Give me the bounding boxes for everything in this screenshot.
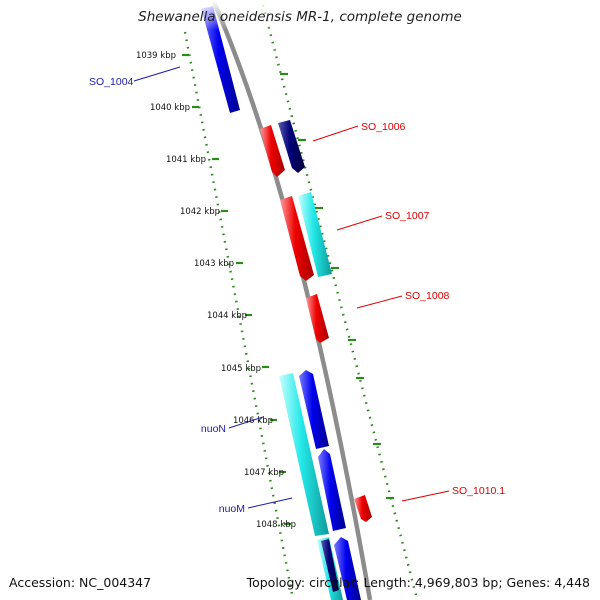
gene-label-nuoN[interactable]: nuoN	[201, 423, 226, 435]
gene-nuoM-lower-arrow[interactable]	[318, 449, 346, 531]
gene-label-so1007[interactable]: SO_1007	[385, 210, 430, 222]
length-value: 4,969,803 bp	[414, 575, 499, 590]
scale-label: 1041 kbp	[166, 155, 206, 165]
gene-so1007b-arrow[interactable]	[298, 192, 332, 277]
scale-label: 1040 kbp	[150, 103, 190, 113]
genes-value: 4,448	[554, 575, 590, 590]
gene-label-so1006[interactable]: SO_1006	[361, 121, 406, 133]
separator: ;	[355, 575, 364, 590]
scale-label: 1044 kbp	[207, 311, 247, 321]
callout-line-so1004	[133, 66, 181, 82]
left-tick-ruler	[182, 31, 294, 595]
gene-callout-lines	[133, 66, 450, 509]
scale-label: 1047 kbp	[244, 468, 284, 478]
gene-labels: SO_1004 SO_1006 SO_1007 SO_1008 nuoN nuo…	[89, 76, 505, 515]
scale-label: 1043 kbp	[194, 259, 234, 269]
scale-label: 1039 kbp	[136, 51, 176, 61]
gene-nuoN-arrow[interactable]	[279, 373, 329, 536]
accession-label: Accession:	[9, 575, 76, 590]
topology-value: circular	[309, 575, 356, 590]
gene-label-nuoM[interactable]: nuoM	[219, 503, 245, 515]
accession-info: Accession: NC_004347	[9, 575, 151, 590]
callout-line-so1006	[312, 125, 359, 142]
scale-label: 1046 kbp	[233, 416, 273, 426]
genome-stats: Topology: circular; Length: 4,969,803 bp…	[247, 575, 590, 590]
gene-bottom-navy-arrow[interactable]	[321, 539, 339, 592]
separator: ;	[498, 575, 507, 590]
topology-label: Topology:	[246, 575, 306, 590]
gene-label-so1010[interactable]: SO_1010.1	[452, 485, 505, 497]
gene-so1004-arrow[interactable]	[201, 6, 240, 113]
callout-line-nuoN	[228, 416, 264, 429]
scale-label: 1048 kbp	[256, 520, 296, 530]
map-title: Shewanella oneidensis MR-1, complete gen…	[138, 9, 462, 25]
callout-line-nuoM	[247, 497, 293, 509]
right-ruler-line	[261, 4, 418, 596]
gene-so1007a-arrow[interactable]	[280, 196, 314, 281]
gene-bottom-blue-arrow[interactable]	[334, 537, 361, 600]
callout-line-so1008	[356, 295, 403, 309]
scale-label: 1042 kbp	[180, 207, 220, 217]
gene-label-so1008[interactable]: SO_1008	[405, 290, 450, 302]
genes-label: Genes:	[506, 575, 551, 590]
gene-so1006-arrow[interactable]	[278, 120, 305, 173]
gene-so1005-arrow[interactable]	[260, 125, 285, 177]
title-fade	[140, 0, 440, 30]
gene-nuoM-upper-arrow[interactable]	[299, 370, 329, 449]
length-label: Length:	[363, 575, 411, 590]
accession-value: NC_004347	[79, 575, 152, 590]
gene-features	[201, 6, 372, 600]
callout-line-so1010	[401, 490, 450, 502]
gene-so1010-arrow[interactable]	[354, 495, 372, 522]
scale-label: 1045 kbp	[221, 364, 261, 374]
callout-line-so1007	[336, 215, 383, 231]
gene-so1008-arrow[interactable]	[306, 294, 329, 343]
scale-labels: 1039 kbp 1040 kbp 1041 kbp 1042 kbp 1043…	[136, 51, 296, 530]
right-tick-ruler	[261, 4, 418, 596]
gene-label-so1004[interactable]: SO_1004	[89, 76, 134, 88]
